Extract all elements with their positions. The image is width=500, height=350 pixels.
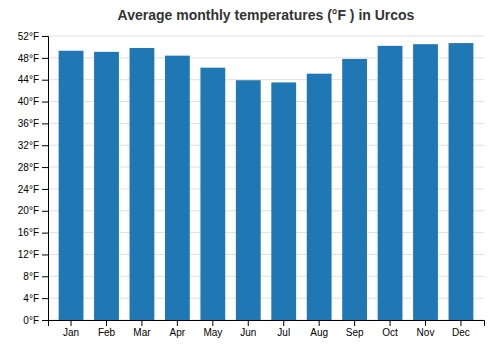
grid <box>48 36 484 320</box>
y-tick-mark <box>42 80 48 81</box>
y-tick: 28°F <box>18 162 48 173</box>
y-tick: 20°F <box>18 205 48 216</box>
title: Average monthly temperatures (°F ) in Ur… <box>118 7 415 23</box>
x-tick-label: Mar <box>133 327 151 338</box>
y-tick-mark <box>42 145 48 146</box>
x-tick: Jul <box>277 320 290 338</box>
bar <box>236 80 261 320</box>
y-tick: 4°F <box>23 293 48 304</box>
x-tick-mark <box>354 320 355 326</box>
chart: Jan Feb Mar Apr May Jun Jul Aug Sep Oct Nov Dec 0°F 4… <box>0 0 500 350</box>
x-tick: Nov <box>417 320 435 338</box>
x-tick-mark <box>319 320 320 326</box>
y-tick: 44°F <box>18 74 48 85</box>
y-tick: 0°F <box>23 315 48 326</box>
y-axis-line <box>42 37 49 321</box>
y-tick-mark <box>42 36 48 37</box>
x-tick-label: Feb <box>98 327 116 338</box>
bar <box>342 59 367 320</box>
y-tick: 24°F <box>18 184 48 195</box>
bar <box>59 51 84 320</box>
y-tick-label: 0°F <box>23 315 39 326</box>
y-tick: 48°F <box>18 53 48 64</box>
bar <box>200 68 225 320</box>
x-tick: Feb <box>98 320 116 338</box>
y-tick-mark <box>42 211 48 212</box>
y-tick-label: 48°F <box>18 53 39 64</box>
y-tick-mark <box>42 123 48 124</box>
grid-line <box>48 36 484 37</box>
bar <box>307 74 332 320</box>
x-tick-label: Apr <box>170 327 186 338</box>
x-tick: Sep <box>346 320 364 338</box>
y-tick-mark <box>42 58 48 59</box>
y-tick-mark <box>42 233 48 234</box>
y-tick-label: 20°F <box>18 205 39 216</box>
x-tick-label: May <box>203 327 222 338</box>
x-tick: Mar <box>133 320 151 338</box>
y-tick: 16°F <box>18 227 48 238</box>
x-tick-label: Dec <box>452 327 470 338</box>
bar <box>130 48 155 320</box>
bar <box>449 43 474 320</box>
bar <box>94 52 119 320</box>
y-tick: 36°F <box>18 118 48 129</box>
y-tick: 40°F <box>18 96 48 107</box>
x-tick-mark <box>71 320 72 326</box>
bar <box>165 56 190 320</box>
y-tick-label: 40°F <box>18 96 39 107</box>
y-tick-label: 4°F <box>23 293 39 304</box>
y-tick-label: 44°F <box>18 74 39 85</box>
y-tick-mark <box>42 102 48 103</box>
x-tick-mark <box>106 320 107 326</box>
bar <box>378 46 403 320</box>
x-tick-mark <box>460 320 461 326</box>
y-tick-label: 28°F <box>18 162 39 173</box>
x-tick-label: Nov <box>417 327 435 338</box>
y-tick-label: 36°F <box>18 118 39 129</box>
x-tick-mark <box>283 320 284 326</box>
y-tick: 52°F <box>18 31 48 42</box>
x-axis: Jan Feb Mar Apr May Jun Jul Aug Sep Oct Nov Dec <box>49 320 485 338</box>
y-tick-label: 8°F <box>23 271 39 282</box>
y-tick-label: 52°F <box>18 31 39 42</box>
x-tick: Jun <box>240 320 256 338</box>
x-tick: Aug <box>310 320 328 338</box>
bar <box>413 44 438 320</box>
y-tick: 32°F <box>18 140 48 151</box>
y-tick-label: 24°F <box>18 184 39 195</box>
y-tick-mark <box>42 320 48 321</box>
y-tick-label: 32°F <box>18 140 39 151</box>
y-tick-mark <box>42 189 48 190</box>
x-tick: Dec <box>452 320 470 338</box>
x-tick: May <box>203 320 222 338</box>
y-tick: 12°F <box>18 249 48 260</box>
y-tick-mark <box>42 298 48 299</box>
y-tick-label: 16°F <box>18 227 39 238</box>
plot-area <box>59 43 474 320</box>
y-tick-mark <box>42 254 48 255</box>
y-tick: 8°F <box>23 271 48 282</box>
x-tick-label: Oct <box>382 327 398 338</box>
x-tick: Oct <box>382 320 398 338</box>
bar <box>271 82 296 320</box>
y-tick-label: 12°F <box>18 249 39 260</box>
y-tick-mark <box>42 167 48 168</box>
x-tick-label: Jan <box>63 327 79 338</box>
y-tick-mark <box>42 276 48 277</box>
x-tick-mark <box>177 320 178 326</box>
x-tick-label: Sep <box>346 327 364 338</box>
x-tick: Apr <box>170 320 186 338</box>
x-tick: Jan <box>63 320 79 338</box>
y-axis: 0°F 4°F 8°F 12°F 16°F 20°F 24°F 28°F 32°F 36°F 40°… <box>18 31 49 326</box>
x-tick-mark <box>390 320 391 326</box>
x-tick-mark <box>248 320 249 326</box>
x-tick-label: Aug <box>310 327 328 338</box>
x-axis-line <box>49 321 485 327</box>
x-tick-mark <box>212 320 213 326</box>
x-tick-mark <box>141 320 142 326</box>
x-tick-label: Jul <box>277 327 290 338</box>
x-tick-mark <box>425 320 426 326</box>
x-tick-label: Jun <box>240 327 256 338</box>
